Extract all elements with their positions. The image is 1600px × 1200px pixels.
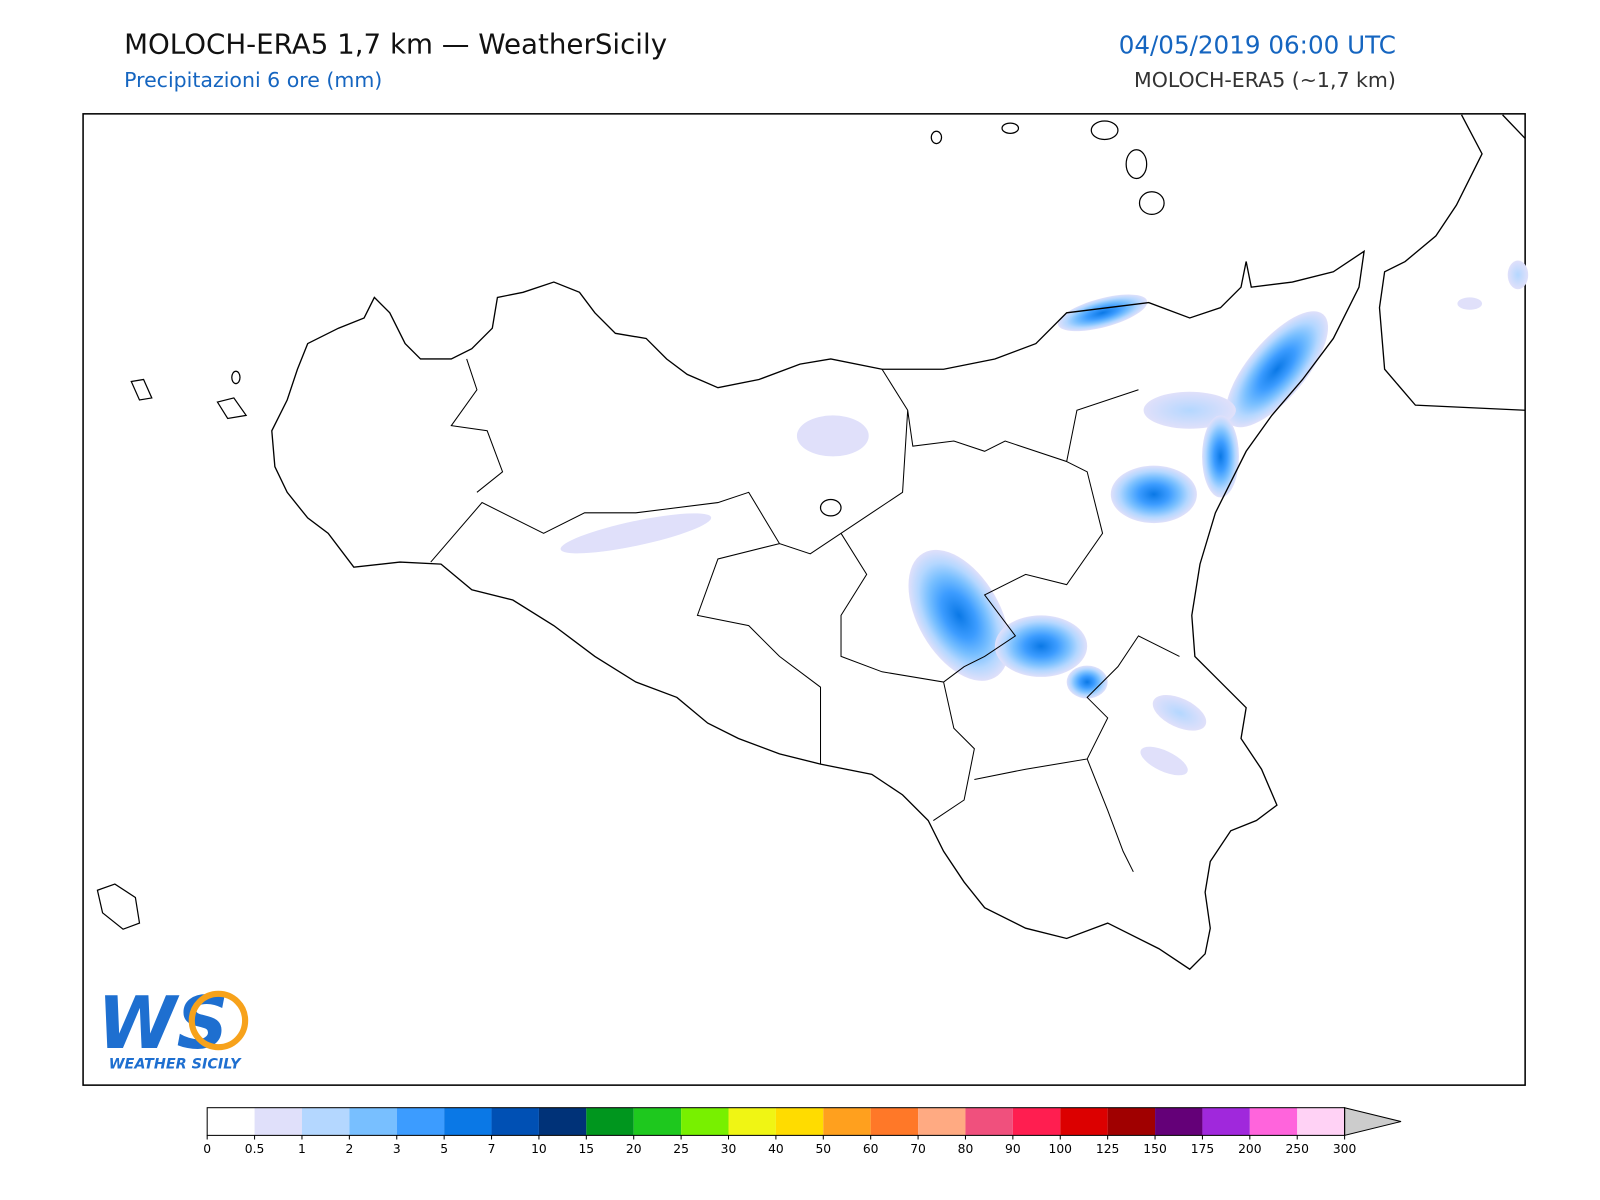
colorbar-tick-label: 60 <box>863 1142 879 1156</box>
subtitle: Precipitazioni 6 ore (mm) <box>124 68 382 92</box>
colorbar-bin <box>586 1107 634 1136</box>
colorbar-tick-label: 30 <box>721 1142 737 1156</box>
colorbar: 0 0.5 1 2 3 5 7 10 15 20 25 30 40 50 60 70 80 90 100 125 150… <box>203 1107 1402 1156</box>
colorbar-extension <box>1344 1107 1402 1137</box>
colorbar-tick-label: 7 <box>488 1142 496 1156</box>
colorbar-bin <box>444 1107 492 1136</box>
colorbar-bin <box>301 1107 350 1136</box>
colorbar-tick-label: 0 <box>203 1142 211 1156</box>
colorbar-tick-label: 150 <box>1143 1142 1166 1156</box>
colorbar-bin <box>396 1107 445 1136</box>
colorbar-tick-label: 90 <box>1005 1142 1021 1156</box>
colorbar-bin <box>918 1107 966 1136</box>
colorbar-tick-label: 300 <box>1333 1142 1356 1156</box>
colorbar-tick-label: 200 <box>1238 1142 1261 1156</box>
map-frame <box>82 113 1526 1086</box>
colorbar-tick-label: 175 <box>1191 1142 1214 1156</box>
colorbar-tick-label: 70 <box>910 1142 926 1156</box>
colorbar-tick-label: 25 <box>673 1142 689 1156</box>
colorbar-bin <box>1107 1107 1156 1136</box>
colorbar-tick-label: 3 <box>393 1142 401 1156</box>
precipitation <box>560 260 1529 776</box>
colorbar-tick-label: 1 <box>298 1142 306 1156</box>
colorbar-bin <box>681 1107 729 1136</box>
colorbar-tick-label: 80 <box>958 1142 974 1156</box>
colorbar-bin <box>491 1107 539 1136</box>
islands <box>96 120 1165 930</box>
colorbar-bin <box>633 1107 682 1136</box>
colorbar-bin <box>965 1107 1013 1136</box>
colorbar-tick-label: 20 <box>626 1142 642 1156</box>
colorbar-bin <box>349 1107 397 1136</box>
colorbar-bin <box>1297 1107 1345 1136</box>
map: WS WEATHER SICILY <box>82 113 1529 1086</box>
colorbar-bin <box>207 1107 255 1136</box>
calabria-coast <box>1378 114 1526 411</box>
colorbar-bin <box>1202 1107 1250 1136</box>
colorbar-tick-label: 250 <box>1285 1142 1308 1156</box>
colorbar-tick-label: 125 <box>1096 1142 1119 1156</box>
colorbar-bin <box>870 1107 919 1136</box>
colorbar-tick-label: 100 <box>1049 1142 1072 1156</box>
colorbar-bin <box>823 1107 871 1136</box>
colorbar-tick-label: 2 <box>345 1142 353 1156</box>
colorbar-bin <box>1155 1107 1203 1136</box>
title: MOLOCH-ERA5 1,7 km — WeatherSicily <box>124 27 667 60</box>
colorbar-tick-label: 10 <box>531 1142 547 1156</box>
colorbar-bin <box>1060 1107 1108 1136</box>
colorbar-bin <box>728 1107 776 1136</box>
logo-text: WEATHER SICILY <box>109 1057 242 1073</box>
colorbar-tick-label: 40 <box>768 1142 784 1156</box>
sicily-coast <box>271 249 1365 971</box>
colorbar-bin <box>254 1107 302 1136</box>
colorbar-bin <box>1249 1107 1298 1136</box>
logo: WS WEATHER SICILY <box>97 981 249 1073</box>
colorbar-bin <box>775 1107 824 1136</box>
colorbar-bin <box>1012 1107 1061 1136</box>
datetime: 04/05/2019 06:00 UTC <box>1119 30 1396 59</box>
colorbar-bin <box>538 1107 587 1136</box>
province-borders <box>430 358 1180 873</box>
colorbar-tick-label: 15 <box>578 1142 594 1156</box>
colorbar-tick-label: 5 <box>440 1142 448 1156</box>
colorbar-tick-label: 50 <box>815 1142 831 1156</box>
model-label: MOLOCH-ERA5 (~1,7 km) <box>1134 68 1396 92</box>
colorbar-tick-label: 0.5 <box>245 1142 265 1156</box>
